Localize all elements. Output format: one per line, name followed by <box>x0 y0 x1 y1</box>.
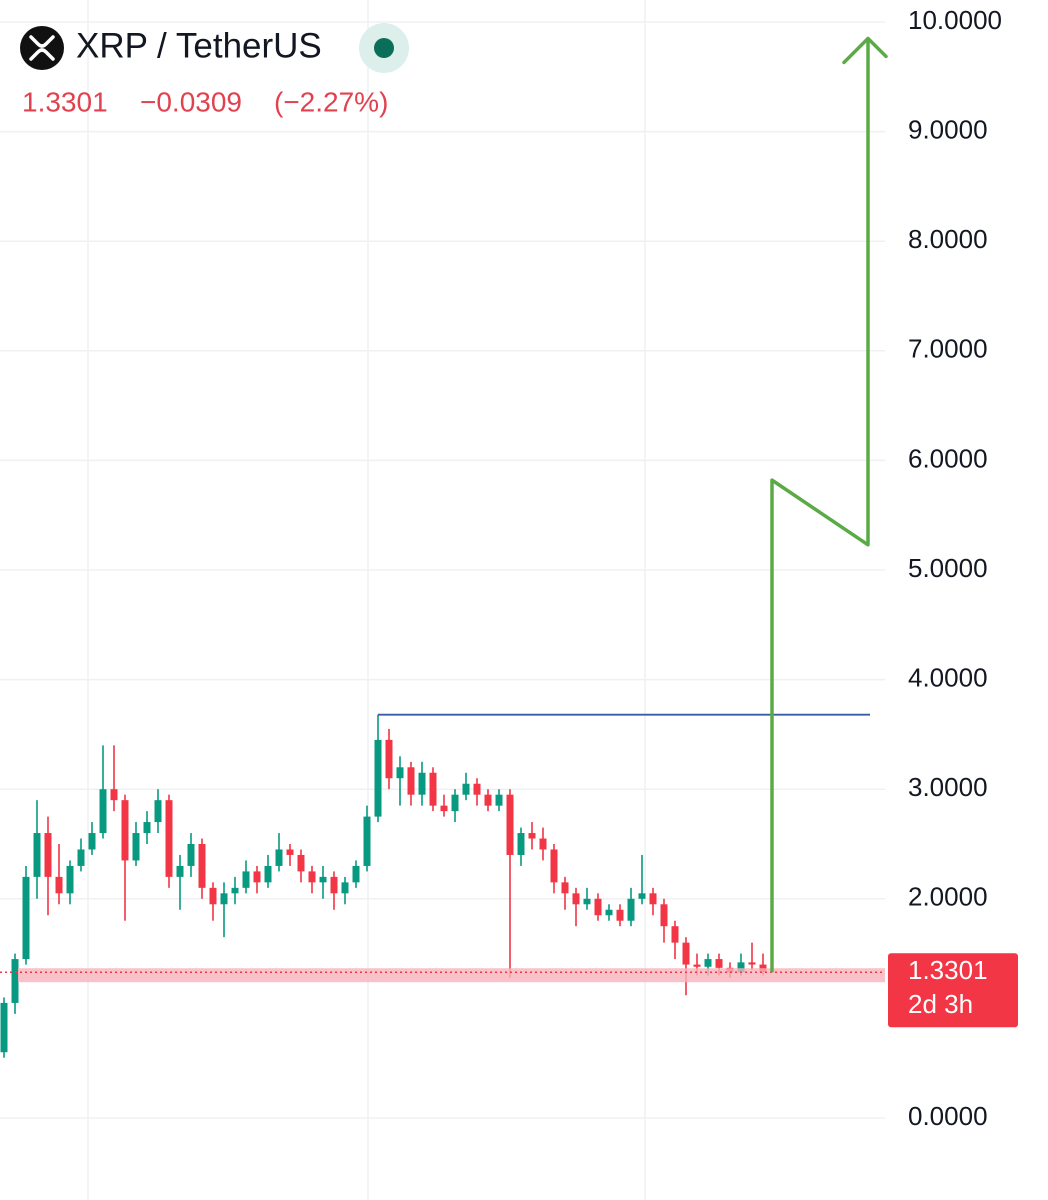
y-tick-label: 9.0000 <box>908 114 988 144</box>
candle-body <box>11 959 19 1003</box>
header-change-pct: (−2.27%) <box>274 86 388 117</box>
candle-body <box>671 926 679 943</box>
y-tick-label: 8.0000 <box>908 224 988 254</box>
candle-body <box>242 871 250 888</box>
candle-body <box>451 794 459 812</box>
candle-body <box>440 805 448 812</box>
candle-body <box>627 898 635 921</box>
candle-body <box>110 789 118 801</box>
candle-body <box>176 865 184 877</box>
candle-body <box>341 882 349 894</box>
header-change: −0.0309 <box>140 86 242 117</box>
candle-body <box>220 893 228 905</box>
y-tick-label: 6.0000 <box>908 443 988 473</box>
logo <box>20 26 64 70</box>
price-tag-countdown: 2d 3h <box>908 989 973 1019</box>
candle-body <box>462 783 470 795</box>
candle-body <box>165 800 173 877</box>
candle-body <box>561 882 569 894</box>
candle-body <box>528 833 536 839</box>
candle-body <box>572 893 580 905</box>
y-tick-label: 4.0000 <box>908 662 988 692</box>
candle-body <box>649 893 657 905</box>
y-tick-label: 2.0000 <box>908 882 988 912</box>
header: XRP / TetherUS 1.3301 −0.0309 (−2.27%) <box>20 23 409 117</box>
candle-body <box>0 1002 8 1053</box>
candle-body <box>737 962 745 973</box>
candle-body <box>495 794 503 806</box>
plot <box>0 714 885 1058</box>
price-band <box>18 968 885 983</box>
candle-body <box>484 794 492 806</box>
y-tick-label: 5.0000 <box>908 553 988 583</box>
candle-body <box>253 871 261 883</box>
candle-body <box>66 865 74 894</box>
candle-body <box>275 849 283 866</box>
candle-body <box>374 739 382 817</box>
grid <box>0 21 885 1119</box>
y-tick-label: 0.0000 <box>908 1101 988 1131</box>
candle-body <box>308 871 316 883</box>
candle-body <box>682 942 690 965</box>
candle-body <box>352 865 360 883</box>
candle-body <box>693 964 701 967</box>
projection-arrow <box>770 38 870 973</box>
candle-body <box>209 887 217 905</box>
candle-body <box>132 833 140 861</box>
candle-body <box>44 833 52 877</box>
status-dot <box>374 38 394 58</box>
candle-body <box>429 772 437 806</box>
candle-body <box>88 833 96 850</box>
y-tick-label: 10.0000 <box>908 5 1002 35</box>
candle-body <box>286 849 294 855</box>
candle-body <box>473 783 481 795</box>
header-price: 1.3301 <box>22 86 108 117</box>
candle-body <box>704 959 712 967</box>
symbol-title: XRP / TetherUS <box>76 26 322 65</box>
candle-body <box>143 822 151 834</box>
candle-body <box>154 800 162 823</box>
y-tick-label: 3.0000 <box>908 772 988 802</box>
candle-body <box>616 909 624 921</box>
candle-body <box>539 838 547 850</box>
candle-body <box>99 789 107 834</box>
candle-body <box>33 833 41 877</box>
candle-body <box>319 876 327 883</box>
y-tick-label: 7.0000 <box>908 334 988 364</box>
candle-body <box>638 893 646 899</box>
candle-body <box>660 904 668 927</box>
candle-body <box>550 849 558 883</box>
candle-body <box>506 794 514 855</box>
candle-body <box>715 959 723 968</box>
candle-body <box>385 739 393 779</box>
candle-body <box>748 962 756 965</box>
candle-body <box>418 772 426 795</box>
candle-body <box>187 844 195 866</box>
candle-body <box>330 876 338 894</box>
candle-body <box>198 844 206 888</box>
price-tag-value: 1.3301 <box>908 955 988 985</box>
candle-body <box>231 887 239 894</box>
candle-body <box>407 767 415 795</box>
candle-body <box>583 898 591 905</box>
candle-body <box>297 854 305 872</box>
candle-body <box>396 767 404 779</box>
candle-body <box>121 800 129 861</box>
candle-body <box>264 865 272 883</box>
logo-icon <box>29 35 55 61</box>
candle-body <box>605 909 613 916</box>
candle-body <box>77 849 85 866</box>
price-tag <box>888 953 1018 1028</box>
candle-body <box>594 898 602 916</box>
candle-body <box>22 876 30 960</box>
candle-body <box>363 816 371 866</box>
arrow-head <box>842 36 888 65</box>
candle-body <box>55 876 63 894</box>
candle-body <box>517 833 525 855</box>
